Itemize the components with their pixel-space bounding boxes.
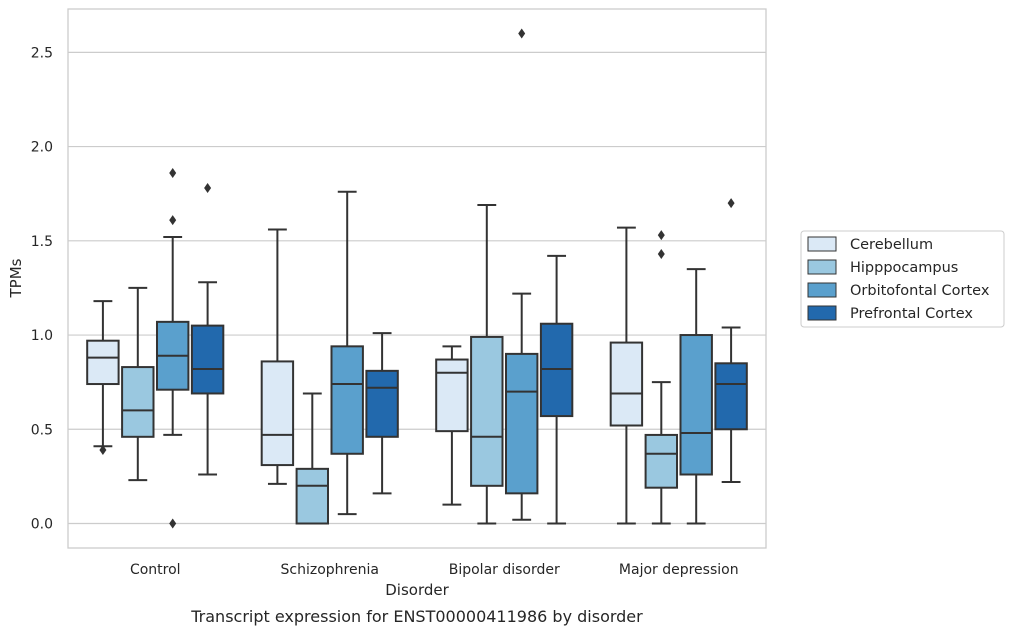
box-series bbox=[86, 28, 748, 529]
legend-swatch bbox=[807, 282, 837, 298]
x-tick-label: Schizophrenia bbox=[281, 562, 379, 578]
y-tick-label: 0.0 bbox=[31, 517, 53, 533]
legend-label: Orbitofontal Cortex bbox=[850, 283, 990, 299]
legend-swatch bbox=[807, 305, 837, 321]
box bbox=[539, 254, 574, 525]
legend: Cerebellum Hipppocampus Orbitofontal Corte… bbox=[800, 230, 1005, 328]
flier-point bbox=[727, 198, 735, 209]
legend-item: Hipppocampus bbox=[807, 259, 958, 276]
flier-point bbox=[657, 249, 665, 259]
box bbox=[330, 190, 364, 516]
y-tick-label: 2.5 bbox=[31, 45, 53, 61]
box-iqr bbox=[714, 362, 748, 431]
y-axis-ticks: 0.0 0.5 1.0 1.5 2.0 2.5 bbox=[31, 45, 53, 532]
box bbox=[295, 392, 330, 525]
x-axis-label: Disorder bbox=[385, 581, 449, 599]
chart-caption: Transcript expression for ENST0000041198… bbox=[190, 607, 643, 626]
box bbox=[714, 198, 748, 484]
box-iqr bbox=[86, 339, 120, 386]
box bbox=[86, 300, 120, 455]
box bbox=[121, 286, 155, 482]
flier-point bbox=[169, 518, 177, 529]
legend-swatch bbox=[807, 259, 837, 275]
box-iqr bbox=[679, 334, 713, 476]
box-iqr bbox=[190, 324, 225, 395]
box-iqr bbox=[365, 369, 399, 438]
y-axis-label: TPMs bbox=[7, 258, 25, 298]
flier-point bbox=[518, 28, 526, 39]
box-iqr bbox=[330, 345, 364, 455]
legend-frame bbox=[800, 230, 1005, 328]
box-iqr bbox=[121, 366, 155, 438]
box bbox=[190, 183, 225, 476]
y-tick-label: 1.0 bbox=[31, 328, 53, 344]
x-tick-label: Major depression bbox=[619, 562, 739, 578]
box bbox=[504, 28, 539, 521]
flier-point bbox=[169, 215, 177, 226]
box bbox=[260, 228, 295, 485]
legend-swatch bbox=[807, 236, 837, 252]
flier-point bbox=[204, 183, 212, 194]
box-iqr bbox=[260, 360, 295, 467]
flier-point bbox=[657, 230, 665, 241]
legend-item: Prefrontal Cortex bbox=[807, 305, 973, 322]
flier-point bbox=[99, 445, 107, 455]
x-tick-label: Control bbox=[130, 562, 181, 578]
y-tick-label: 1.5 bbox=[31, 234, 53, 250]
box-iqr bbox=[435, 358, 469, 433]
box-iqr bbox=[644, 433, 679, 489]
box bbox=[609, 226, 644, 525]
box bbox=[155, 167, 190, 529]
box-iqr bbox=[470, 335, 504, 487]
legend-label: Prefrontal Cortex bbox=[850, 306, 973, 322]
x-tick-label: Bipolar disorder bbox=[449, 562, 560, 578]
plot-frame bbox=[67, 8, 767, 549]
box bbox=[644, 230, 679, 525]
box bbox=[470, 204, 504, 525]
box-iqr bbox=[295, 467, 330, 525]
legend-item: Orbitofontal Cortex bbox=[807, 282, 990, 299]
box bbox=[435, 345, 469, 506]
y-tick-label: 0.5 bbox=[31, 422, 53, 438]
box-iqr bbox=[609, 341, 644, 427]
legend-item: Cerebellum bbox=[807, 236, 933, 253]
flier-point bbox=[169, 167, 177, 178]
box bbox=[679, 268, 713, 525]
legend-label: Hipppocampus bbox=[850, 260, 958, 276]
y-tick-label: 2.0 bbox=[31, 140, 53, 156]
legend-label: Cerebellum bbox=[850, 237, 933, 253]
x-axis-ticks: Control Schizophrenia Bipolar disorder Majo… bbox=[130, 562, 739, 578]
box bbox=[365, 332, 399, 495]
box-iqr bbox=[504, 352, 539, 495]
